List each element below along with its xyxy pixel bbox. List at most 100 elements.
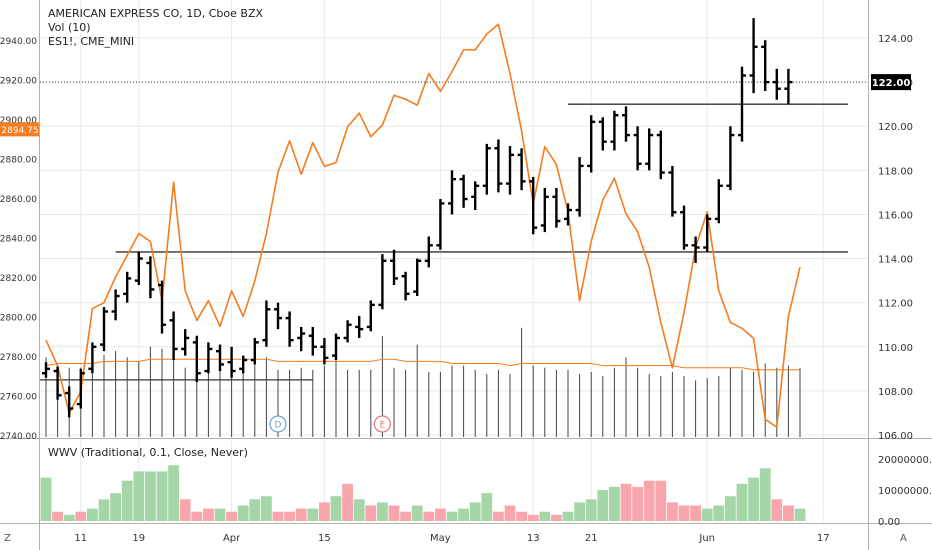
wwv-bar xyxy=(237,505,249,521)
wwv-bar xyxy=(493,511,504,521)
right-axis-tick: 112.00 xyxy=(878,299,913,310)
time-axis-label: 17 xyxy=(817,533,830,544)
wwv-bar xyxy=(783,505,794,521)
ohlc-bar xyxy=(65,386,74,418)
wwv-bar xyxy=(516,511,527,521)
wwv-bar xyxy=(110,493,121,521)
wwv-bar xyxy=(168,465,179,521)
ohlc-bar xyxy=(181,329,190,356)
price-axis-right[interactable]: 106.00 108.00 110.00 112.00 114.00 116.00 118.… xyxy=(878,34,913,442)
ohlc-bar xyxy=(250,337,259,365)
ohlc-bar xyxy=(390,249,398,286)
time-axis-label: 19 xyxy=(132,533,145,544)
chart-legend: AMERICAN EXPRESS CO, 1D, Cboe BZX Vol (1… xyxy=(48,7,263,49)
ohlc-bar xyxy=(355,315,364,338)
wwv-bar xyxy=(75,511,87,521)
compare-label[interactable]: ES1!, CME_MINI xyxy=(48,35,135,48)
event-circle xyxy=(269,415,287,433)
event-circle xyxy=(373,415,391,433)
ohlc-bar xyxy=(540,187,549,233)
compare-price-badge xyxy=(0,122,39,137)
ohlc-bar xyxy=(517,148,526,191)
wwv-bar xyxy=(504,505,516,521)
wwv-bar xyxy=(736,483,748,521)
left-axis-tick: 2920.00 xyxy=(0,77,37,87)
grid-lines xyxy=(40,0,868,522)
wwv-bar xyxy=(121,480,133,521)
ohlc-bar xyxy=(297,326,306,352)
ohlc-bar xyxy=(401,271,410,301)
wwv-axis-tick: 20000000.00 xyxy=(878,455,932,466)
ohlc-bar xyxy=(749,18,758,94)
ohlc-bar xyxy=(459,174,468,208)
ohlc-bar xyxy=(668,165,677,217)
wwv-bar xyxy=(701,508,713,521)
horizontal-levels[interactable] xyxy=(40,81,868,381)
wwv-bar xyxy=(690,505,701,521)
corner-right-label[interactable]: A xyxy=(900,533,907,544)
ohlc-bar xyxy=(703,214,712,252)
wwv-bar xyxy=(678,505,690,521)
right-axis-tick: 114.00 xyxy=(878,255,913,266)
ohlc-bar xyxy=(100,307,108,352)
wwv-bar xyxy=(307,508,319,521)
wwv-bar xyxy=(458,508,469,521)
ohlc-bar xyxy=(413,258,422,297)
ohlc-bar xyxy=(53,366,62,400)
ohlc-bar xyxy=(378,254,387,310)
event-marker-earnings[interactable]: E xyxy=(373,415,391,433)
ohlc-bar xyxy=(111,289,120,321)
ohlc-bar xyxy=(227,346,236,378)
ohlc-bar xyxy=(633,126,642,171)
right-axis-tick: 116.00 xyxy=(878,210,913,221)
time-axis-label: 21 xyxy=(585,533,598,544)
left-axis-tick: 2800.00 xyxy=(0,314,37,324)
wwv-bar xyxy=(284,511,295,521)
wwv-label[interactable]: WWV (Traditional, 0.1, Close, Never) xyxy=(48,446,248,459)
corner-left-label[interactable]: Z xyxy=(4,533,11,544)
time-axis-label: Jun xyxy=(698,533,715,544)
wwv-bar xyxy=(655,480,667,521)
wwv-bar xyxy=(725,496,736,521)
wwv-legend: WWV (Traditional, 0.1, Close, Never) xyxy=(48,446,248,460)
wwv-bar xyxy=(423,511,435,521)
wwv-bar xyxy=(330,496,342,521)
time-axis-label: 13 xyxy=(527,533,540,544)
right-axis-tick: 120.00 xyxy=(878,122,913,133)
wwv-bar xyxy=(585,499,597,521)
ohlc-bar xyxy=(575,157,584,217)
wwv-bar xyxy=(145,471,156,521)
ohlc-bar xyxy=(761,40,770,91)
volume-bars xyxy=(45,327,801,437)
volume-label[interactable]: Vol (10) xyxy=(48,21,91,34)
ohlc-bar xyxy=(366,300,375,332)
wwv-bar xyxy=(574,502,585,521)
symbol-title[interactable]: AMERICAN EXPRESS CO, 1D, Cboe BZX xyxy=(48,7,264,20)
ohlc-bar xyxy=(123,271,132,303)
wwv-bar xyxy=(214,508,226,521)
wwv-bar xyxy=(794,508,806,521)
wwv-bar xyxy=(63,514,75,521)
wwv-bar xyxy=(295,508,307,521)
ohlc-bar xyxy=(587,115,596,173)
ohlc-bar xyxy=(424,236,433,268)
wwv-bar xyxy=(609,486,620,521)
time-axis[interactable]: 11 19 Apr 15 May 13 21 Jun 17 xyxy=(74,533,829,544)
ohlc-bar xyxy=(308,326,317,356)
price-axis-left[interactable]: 2740.00 2760.00 2780.00 2800.00 2820.00 2840.… xyxy=(0,37,37,442)
ohlc-bar xyxy=(645,128,654,171)
ohlc-bar xyxy=(285,311,294,347)
right-axis-tick: 110.00 xyxy=(878,343,913,354)
ohlc-bar xyxy=(239,355,248,374)
left-axis-tick: 2740.00 xyxy=(0,432,37,442)
wwv-bar xyxy=(400,511,411,521)
ohlc-bar xyxy=(274,302,282,330)
left-axis-tick: 2760.00 xyxy=(0,393,37,403)
event-marker-dividend[interactable]: D xyxy=(269,415,287,433)
wwv-bar xyxy=(342,483,353,521)
ohlc-bar xyxy=(88,342,97,374)
wwv-bar xyxy=(620,483,632,521)
wwv-bar xyxy=(377,502,388,521)
